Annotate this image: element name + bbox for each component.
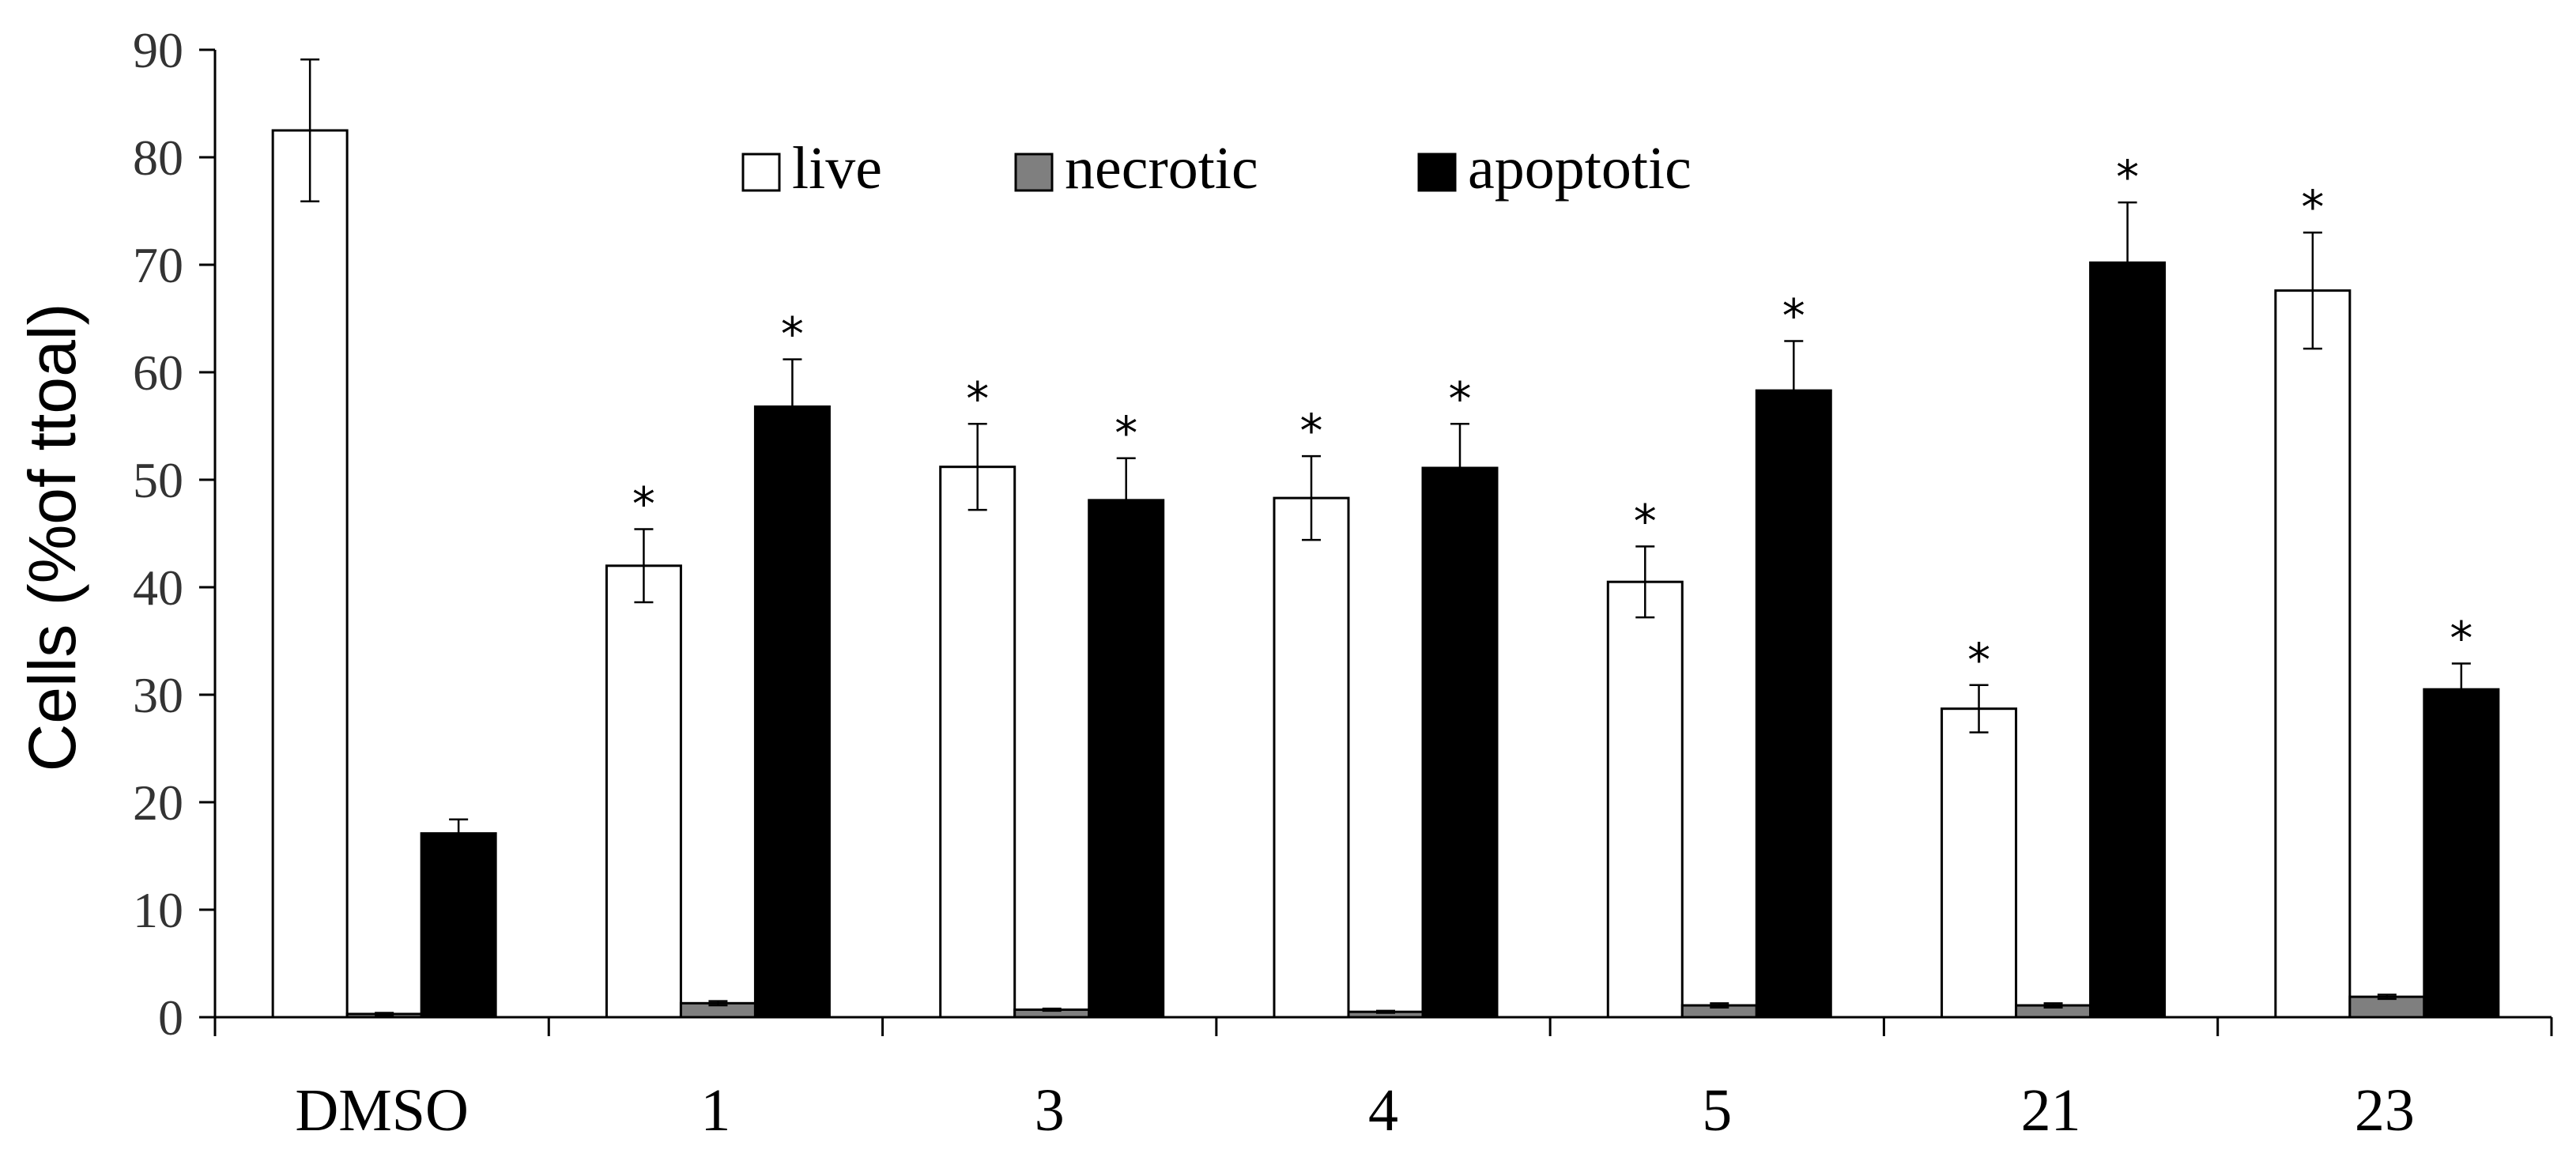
y-axis-title: Cells (%of ttoal) [15,304,89,772]
significance-star-live-3: * [966,371,989,425]
bar-apoptotic-1 [753,405,831,1019]
y-tick-label-90: 90 [133,22,183,78]
x-tick-label-5: 5 [1702,1077,1732,1144]
significance-star-apoptotic-1: * [781,307,804,361]
significance-star-live-21: * [1967,633,1990,687]
bar-apoptotic-DMSO [420,831,497,1019]
x-tick-label-DMSO: DMSO [295,1077,469,1144]
significance-star-apoptotic-4: * [1449,371,1472,425]
y-tick-label-20: 20 [133,775,183,831]
significance-star-live-1: * [632,477,655,531]
significance-star-apoptotic-3: * [1115,406,1137,460]
y-tick-label-70: 70 [133,237,183,293]
bar-live-5 [1606,580,1684,1019]
bar-live-23 [2274,289,2352,1019]
bar-apoptotic-4 [1421,466,1499,1019]
significance-star-apoptotic-21: * [2116,150,2139,204]
bar-apoptotic-3 [1088,499,1165,1019]
significance-star-live-5: * [1634,494,1657,548]
y-tick-label-0: 0 [158,990,183,1046]
legend-label-apoptotic: apoptotic [1468,135,1692,202]
bar-live-1 [605,564,682,1019]
y-tick-label-40: 40 [133,560,183,616]
x-tick-label-23: 23 [2355,1077,2415,1144]
x-tick-label-3: 3 [1035,1077,1065,1144]
significance-star-apoptotic-5: * [1782,289,1805,343]
legend: live necrotic apoptotic [741,135,1692,202]
legend-label-live: live [792,135,882,202]
y-tick-label-30: 30 [133,667,183,723]
bar-apoptotic-5 [1755,389,1832,1019]
bar-live-4 [1273,496,1350,1019]
bars-layer [271,129,2500,1019]
legend-swatch-apoptotic [1417,153,1457,192]
significance-star-live-23: * [2301,180,2324,234]
labels-layer: 0 10 20 30 40 50 60 70 80 90 DMSO 1 3 4 5 21 23 [133,22,2415,1144]
x-tick-label-4: 4 [1368,1077,1398,1144]
y-tick-label-60: 60 [133,345,183,401]
y-tick-label-80: 80 [133,130,183,186]
y-tick-label-50: 50 [133,452,183,508]
axes-layer [199,48,2553,1036]
bar-live-3 [939,466,1016,1019]
significance-layer: * * * * * * * * * * * * [632,150,2472,687]
legend-label-necrotic: necrotic [1065,135,1258,202]
x-tick-label-21: 21 [2021,1077,2081,1144]
bar-apoptotic-23 [2423,688,2500,1019]
x-tick-label-1: 1 [700,1077,730,1144]
y-tick-label-10: 10 [133,882,183,938]
bar-live-DMSO [271,129,349,1019]
bar-live-21 [1940,707,2018,1019]
significance-star-apoptotic-23: * [2450,612,2472,665]
significance-star-live-4: * [1300,404,1323,458]
bar-apoptotic-21 [2089,261,2167,1019]
legend-swatch-necrotic [1014,153,1054,192]
error-bars-layer [300,58,2471,1016]
legend-swatch-live [741,153,781,192]
